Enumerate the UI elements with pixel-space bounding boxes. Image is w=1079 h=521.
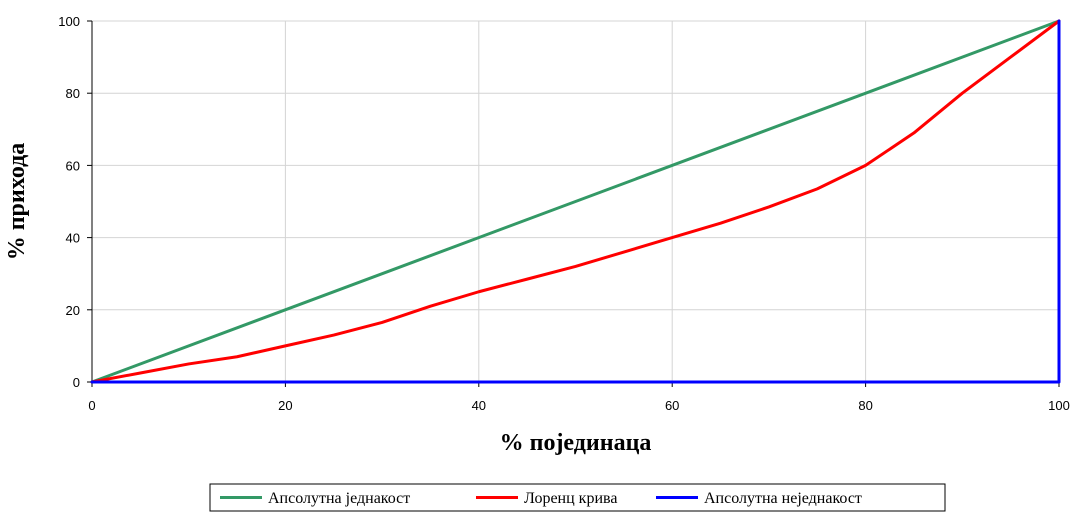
tick-labels: 0 20 40 60 80 100 0 20 40 60 80 100 [58, 14, 1070, 413]
y-tick-label: 0 [73, 375, 80, 390]
series-line-3 [90, 19, 1061, 384]
x-axis-title: % појединаца [500, 430, 652, 456]
x-tick-label: 40 [472, 398, 486, 413]
legend-label-1: Апсолутна једнакост [268, 490, 410, 507]
legend: Апсолутна једнакост Лоренц крива Апсолутна… [209, 483, 946, 512]
y-tick-label: 60 [66, 158, 80, 173]
legend-label-2: Лоренц крива [524, 490, 617, 507]
y-tick-label: 80 [66, 86, 80, 101]
y-tick-label: 40 [66, 231, 80, 246]
series-line-1 [90, 19, 1061, 384]
grid-lines [92, 20, 1060, 382]
series-line-2 [90, 19, 1061, 384]
x-tick-label: 60 [665, 398, 679, 413]
y-tick-label: 20 [66, 303, 80, 318]
x-tick-label: 0 [88, 398, 95, 413]
y-tick-label: 100 [58, 14, 80, 29]
series-group [90, 19, 1061, 384]
x-tick-label: 100 [1048, 398, 1070, 413]
legend-label-3: Апсолутна неједнакост [704, 490, 862, 507]
y-axis-title: % прихода [4, 143, 30, 261]
x-tick-label: 80 [858, 398, 872, 413]
x-tick-label: 20 [278, 398, 292, 413]
legend-box [209, 483, 946, 512]
